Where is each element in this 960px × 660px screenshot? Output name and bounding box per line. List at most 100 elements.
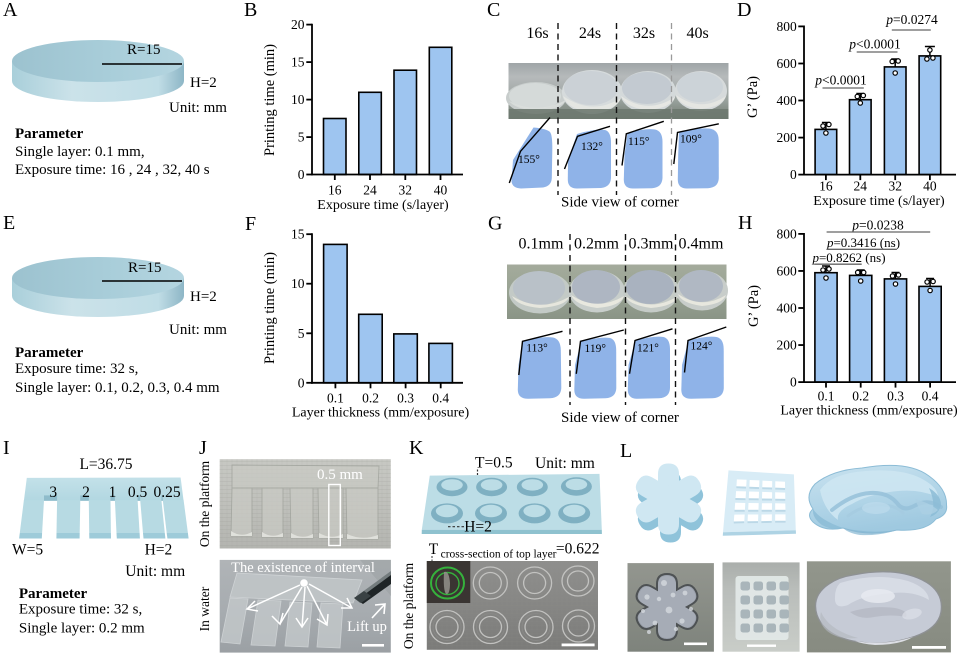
svg-text:Unit: mm: Unit: mm bbox=[535, 455, 595, 472]
svg-text:G: G bbox=[488, 213, 502, 235]
svg-text:119°: 119° bbox=[585, 343, 607, 355]
svg-text:400: 400 bbox=[777, 301, 798, 316]
svg-text:0.4mm: 0.4mm bbox=[679, 236, 724, 253]
svg-text:Exposure time: 16 , 24 , 32, 4: Exposure time: 16 , 24 , 32, 40 s bbox=[15, 162, 210, 178]
svg-text:p=0.0274: p=0.0274 bbox=[885, 12, 938, 27]
svg-text:40: 40 bbox=[434, 183, 448, 198]
svg-text:0.1mm: 0.1mm bbox=[519, 236, 564, 253]
svg-text:K: K bbox=[409, 437, 424, 459]
svg-text:0.4: 0.4 bbox=[922, 389, 939, 404]
svg-text:Parameter: Parameter bbox=[15, 126, 84, 142]
svg-text:Single layer: 0.1 mm,: Single layer: 0.1 mm, bbox=[15, 144, 145, 160]
svg-text:Unit: mm: Unit: mm bbox=[169, 100, 227, 116]
svg-text:10: 10 bbox=[291, 92, 305, 107]
svg-text:E: E bbox=[3, 212, 15, 234]
svg-text:32s: 32s bbox=[633, 25, 655, 42]
svg-text:0.5: 0.5 bbox=[128, 484, 148, 501]
svg-text:0: 0 bbox=[298, 375, 305, 390]
svg-text:p=0.0238: p=0.0238 bbox=[851, 217, 904, 232]
svg-text:Single layer: 0.2 mm: Single layer: 0.2 mm bbox=[19, 621, 145, 637]
svg-text:B: B bbox=[244, 0, 257, 21]
svg-text:p<0.0001: p<0.0001 bbox=[814, 73, 867, 88]
svg-text:0.25: 0.25 bbox=[153, 484, 180, 501]
svg-text:T: T bbox=[429, 541, 439, 558]
svg-text:H=2: H=2 bbox=[145, 542, 173, 559]
svg-text:A: A bbox=[3, 0, 18, 21]
svg-text:p<0.0001: p<0.0001 bbox=[848, 36, 901, 51]
svg-text:0.2mm: 0.2mm bbox=[574, 236, 619, 253]
svg-text:800: 800 bbox=[777, 226, 798, 241]
svg-text:H=2: H=2 bbox=[190, 289, 217, 305]
svg-text:16s: 16s bbox=[526, 25, 548, 42]
svg-text:800: 800 bbox=[777, 19, 798, 34]
svg-text:Exposure time: 32 s,: Exposure time: 32 s, bbox=[15, 361, 138, 377]
svg-text:16: 16 bbox=[328, 183, 342, 198]
svg-text:24: 24 bbox=[854, 179, 868, 194]
svg-text:0.3mm: 0.3mm bbox=[629, 236, 674, 253]
svg-text:Lift up: Lift up bbox=[347, 619, 387, 635]
svg-text:10: 10 bbox=[291, 276, 305, 291]
svg-text:D: D bbox=[737, 0, 751, 21]
svg-text:32: 32 bbox=[399, 183, 413, 198]
svg-text:C: C bbox=[487, 0, 500, 21]
svg-text:R=15: R=15 bbox=[128, 260, 161, 276]
svg-text:0.3: 0.3 bbox=[887, 389, 904, 404]
svg-text:15: 15 bbox=[291, 55, 305, 70]
svg-text:H: H bbox=[738, 212, 752, 234]
svg-text:H=2: H=2 bbox=[190, 75, 217, 91]
svg-text:0.4: 0.4 bbox=[432, 391, 449, 406]
svg-text:Exposure time (s/layer): Exposure time (s/layer) bbox=[317, 198, 449, 213]
svg-text:Layer thickness (mm/exposure): Layer thickness (mm/exposure) bbox=[780, 404, 958, 419]
svg-text:F: F bbox=[245, 213, 256, 235]
svg-text:115°: 115° bbox=[628, 136, 650, 148]
svg-text:124°: 124° bbox=[691, 341, 713, 353]
svg-text:0.1: 0.1 bbox=[327, 391, 344, 406]
svg-text:L=36.75: L=36.75 bbox=[79, 456, 132, 473]
svg-text:Parameter: Parameter bbox=[19, 586, 88, 602]
svg-text:On the platform: On the platform bbox=[197, 460, 212, 547]
svg-text:In water: In water bbox=[197, 586, 212, 631]
svg-text:p=0.8262 (ns): p=0.8262 (ns) bbox=[811, 250, 885, 265]
svg-text:Exposure time: 32 s,: Exposure time: 32 s, bbox=[19, 602, 142, 618]
svg-text:H=2: H=2 bbox=[464, 519, 492, 536]
svg-text:Parameter: Parameter bbox=[15, 345, 84, 361]
svg-text:200: 200 bbox=[777, 338, 798, 353]
svg-text:Single layer: 0.1, 0.2, 0.3, 0: Single layer: 0.1, 0.2, 0.3, 0.4 mm bbox=[15, 380, 220, 396]
svg-text:113°: 113° bbox=[526, 342, 548, 354]
svg-text:200: 200 bbox=[777, 130, 798, 145]
svg-text:155°: 155° bbox=[518, 154, 540, 166]
svg-text:600: 600 bbox=[777, 263, 798, 278]
svg-text:0: 0 bbox=[790, 375, 797, 390]
svg-text:L: L bbox=[620, 440, 632, 462]
svg-text:0.2: 0.2 bbox=[852, 389, 869, 404]
svg-text:109°: 109° bbox=[680, 134, 702, 146]
svg-text:T=0.5: T=0.5 bbox=[475, 455, 513, 472]
svg-text:Layer thickness (mm/exposure): Layer thickness (mm/exposure) bbox=[292, 406, 470, 421]
svg-text:600: 600 bbox=[777, 56, 798, 71]
svg-text:40: 40 bbox=[923, 179, 937, 194]
svg-text:16: 16 bbox=[819, 179, 833, 194]
svg-text:1: 1 bbox=[109, 484, 117, 501]
svg-text:32: 32 bbox=[888, 179, 902, 194]
svg-text:p=0.3416 (ns): p=0.3416 (ns) bbox=[826, 235, 900, 250]
svg-text:2: 2 bbox=[82, 484, 90, 501]
svg-text:Printing time (min): Printing time (min) bbox=[262, 44, 278, 156]
svg-text:20: 20 bbox=[291, 17, 305, 32]
svg-text:G’ (Pa): G’ (Pa) bbox=[746, 285, 762, 327]
svg-text:132°: 132° bbox=[581, 141, 603, 153]
svg-text:0: 0 bbox=[790, 167, 797, 182]
svg-text:=0.622: =0.622 bbox=[556, 541, 600, 558]
svg-text:0: 0 bbox=[298, 167, 305, 182]
svg-text:On the platform: On the platform bbox=[401, 562, 416, 649]
svg-text:Unit: mm: Unit: mm bbox=[125, 563, 185, 580]
svg-text:cross-section of top layer: cross-section of top layer bbox=[441, 549, 557, 561]
svg-text:J: J bbox=[199, 437, 207, 459]
svg-text:0.2: 0.2 bbox=[362, 391, 379, 406]
svg-text:3: 3 bbox=[49, 484, 57, 501]
svg-text:0.1: 0.1 bbox=[818, 389, 835, 404]
svg-text:0.3: 0.3 bbox=[397, 391, 414, 406]
svg-text:24: 24 bbox=[363, 183, 377, 198]
svg-text:Unit: mm: Unit: mm bbox=[169, 322, 227, 338]
svg-text:R=15: R=15 bbox=[127, 42, 160, 58]
svg-text:5: 5 bbox=[298, 130, 305, 145]
